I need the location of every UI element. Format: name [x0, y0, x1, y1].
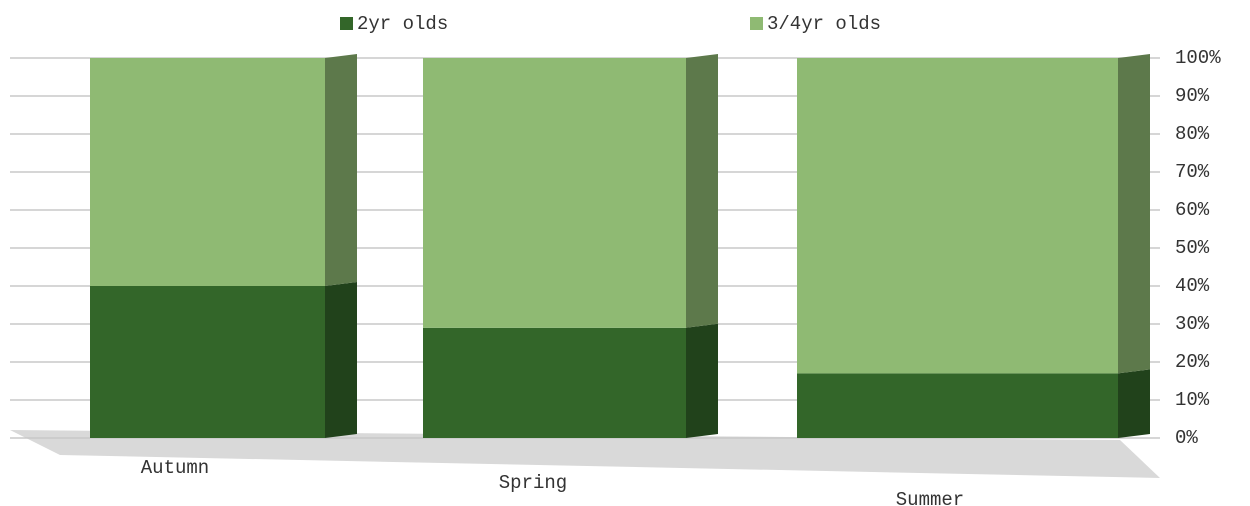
bar — [90, 58, 325, 286]
x-tick-label: Spring — [499, 472, 567, 494]
bar-side — [325, 54, 357, 286]
bar — [797, 58, 1118, 374]
bar — [797, 373, 1118, 438]
y-tick-label: 40% — [1175, 275, 1210, 297]
bar-side — [325, 282, 357, 438]
bar — [90, 286, 325, 438]
legend-label: 2yr olds — [357, 13, 448, 35]
y-tick-label: 50% — [1175, 237, 1210, 259]
legend-swatch — [750, 17, 763, 30]
y-tick-label: 80% — [1175, 123, 1210, 145]
y-tick-label: 70% — [1175, 161, 1210, 183]
legend-label: 3/4yr olds — [767, 13, 881, 35]
y-tick-label: 20% — [1175, 351, 1210, 373]
legend-swatch — [340, 17, 353, 30]
y-tick-label: 60% — [1175, 199, 1210, 221]
floor — [10, 430, 1160, 478]
bar-side — [1118, 369, 1150, 438]
bar — [423, 327, 686, 438]
bar-side — [1118, 54, 1150, 374]
x-tick-label: Summer — [896, 489, 964, 506]
x-tick-label: Autumn — [141, 457, 209, 479]
bar-side — [686, 323, 718, 438]
y-tick-label: 90% — [1175, 85, 1210, 107]
bar — [423, 58, 686, 328]
y-tick-label: 0% — [1175, 427, 1198, 449]
y-tick-label: 30% — [1175, 313, 1210, 335]
bar-side — [686, 54, 718, 328]
y-tick-label: 100% — [1175, 47, 1221, 69]
y-tick-label: 10% — [1175, 389, 1210, 411]
